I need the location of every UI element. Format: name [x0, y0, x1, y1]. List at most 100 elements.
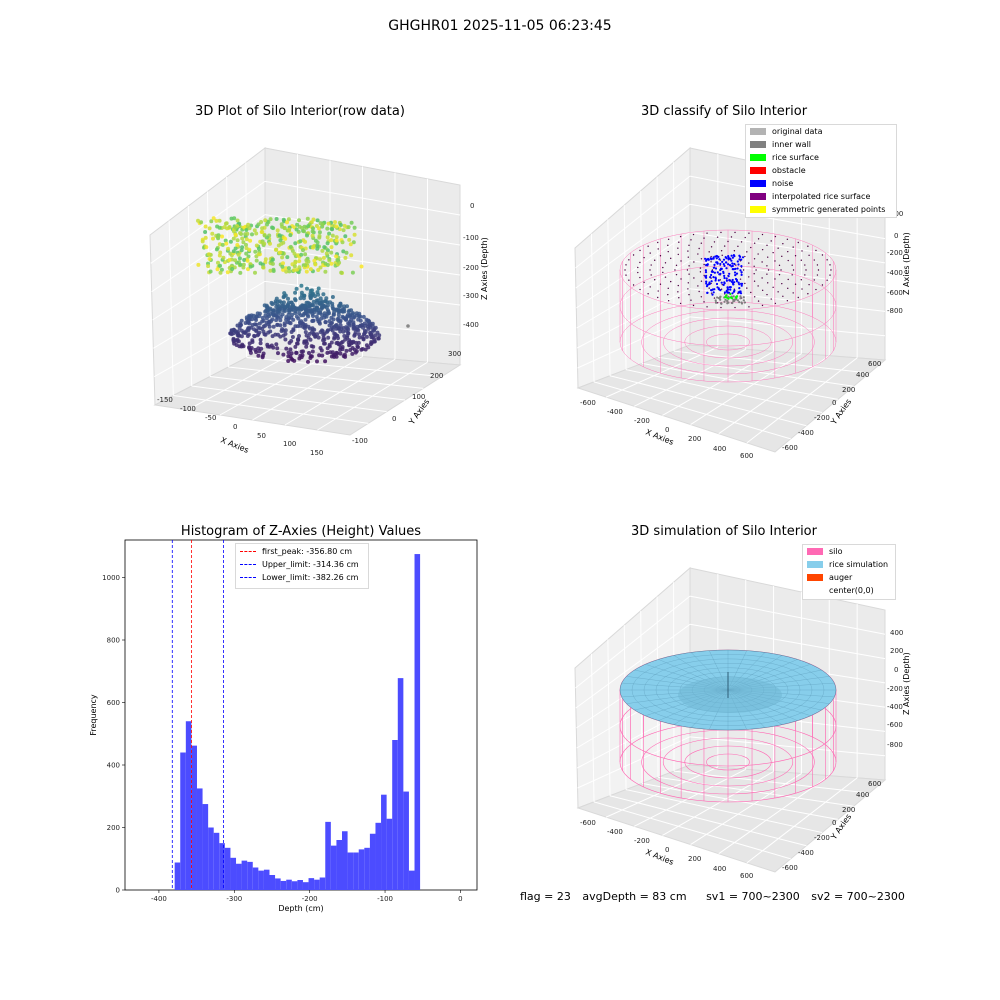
data-point: [349, 341, 354, 346]
noise-point: [705, 280, 708, 283]
interpolated-point: [654, 279, 656, 281]
histogram-bar: [336, 840, 343, 890]
data-point: [274, 304, 279, 309]
interpolated-point: [639, 249, 641, 252]
interpolated-point: [787, 259, 789, 262]
interpolated-point: [664, 262, 667, 264]
interpolated-point: [677, 253, 679, 256]
interpolated-point: [708, 251, 710, 253]
data-point: [254, 258, 259, 263]
interpolated-point: [792, 292, 794, 294]
legend-item: rice surface: [750, 153, 819, 162]
histogram-bar: [414, 554, 421, 890]
data-point: [331, 307, 336, 312]
data-point: [294, 314, 299, 319]
interpolated-point: [647, 293, 649, 295]
interpolated-point: [813, 279, 815, 281]
data-point: [357, 335, 362, 340]
interpolated-point: [688, 293, 690, 296]
data-point: [253, 322, 258, 327]
data-point: [237, 333, 242, 338]
interpolated-point: [801, 288, 803, 290]
data-point: [304, 308, 308, 313]
data-point: [260, 229, 265, 234]
x-axis-label: Depth (cm): [278, 904, 323, 913]
data-point: [343, 234, 348, 239]
legend-label: silo: [829, 547, 843, 556]
interpolated-point: [670, 257, 672, 260]
data-point: [223, 221, 228, 226]
data-point: [264, 320, 269, 325]
silo-floor-ring: [662, 317, 794, 367]
data-point: [217, 242, 222, 247]
data-point: [233, 329, 238, 334]
data-point: [301, 248, 305, 253]
data-point: [267, 324, 272, 329]
interpolated-point: [748, 276, 750, 278]
interpolated-point: [628, 279, 630, 281]
interpolated-point: [697, 253, 699, 255]
interpolated-point: [781, 255, 783, 258]
data-point: [303, 330, 308, 335]
data-point: [300, 305, 305, 310]
legend-item: inner wall: [750, 140, 811, 149]
grid-line: [689, 231, 886, 264]
raw-y-ticks: -100 0 100 200 300: [352, 350, 461, 445]
data-point: [263, 218, 268, 223]
silo-floor-ring: [641, 309, 815, 375]
inner-wall-point: [738, 301, 741, 304]
panel-classify-title: 3D classify of Silo Interior: [640, 104, 808, 119]
data-point: [306, 259, 311, 264]
grid-line: [605, 346, 719, 398]
legend-item: Upper_limit: -314.36 cm: [240, 560, 359, 569]
interpolated-point: [821, 254, 824, 256]
data-point: [252, 228, 257, 233]
interpolated-point: [757, 285, 759, 287]
data-point: [306, 224, 311, 229]
data-point: [293, 260, 298, 265]
interpolated-point: [730, 236, 733, 238]
interpolated-point: [637, 266, 639, 269]
panel-raw-title: 3D Plot of Silo Interior(row data): [195, 104, 405, 119]
interpolated-point: [662, 266, 664, 269]
data-point: [341, 228, 346, 233]
data-point: [284, 346, 289, 351]
interpolated-point: [700, 242, 703, 244]
interpolated-point: [794, 283, 797, 285]
legend-label: noise: [772, 179, 794, 188]
data-point: [321, 332, 326, 337]
grid-line: [689, 316, 886, 337]
legend-label: symmetric generated points: [772, 205, 886, 214]
interpolated-point: [787, 287, 789, 290]
data-point: [214, 247, 219, 252]
interpolated-point: [677, 247, 679, 249]
interpolated-point: [650, 274, 652, 276]
inner-wall-point: [716, 296, 719, 299]
interpolated-point: [703, 301, 705, 303]
data-point: [278, 238, 283, 243]
noise-point: [738, 283, 741, 286]
legend-label: obstacle: [772, 166, 806, 175]
data-point: [220, 234, 224, 239]
noise-point: [715, 282, 719, 286]
noise-point: [736, 267, 739, 270]
legend-item: rice simulation: [807, 560, 888, 569]
interpolated-point: [687, 250, 689, 252]
data-point: [290, 312, 294, 317]
z-tick: -600: [887, 721, 903, 729]
rice-depression: [678, 677, 782, 713]
interpolated-point: [675, 273, 678, 276]
interpolated-point: [674, 269, 676, 271]
interpolated-point: [710, 246, 713, 248]
data-point: [280, 264, 285, 269]
data-point: [258, 337, 263, 342]
noise-point: [725, 267, 728, 270]
data-point: [294, 350, 299, 355]
interpolated-point: [767, 282, 769, 284]
x-tick: -200: [634, 417, 650, 425]
data-point: [330, 295, 335, 299]
silo-floor-ring: [706, 333, 750, 351]
interpolated-point: [723, 245, 726, 247]
y-tick-label: 600: [107, 699, 120, 707]
data-point: [260, 315, 265, 320]
